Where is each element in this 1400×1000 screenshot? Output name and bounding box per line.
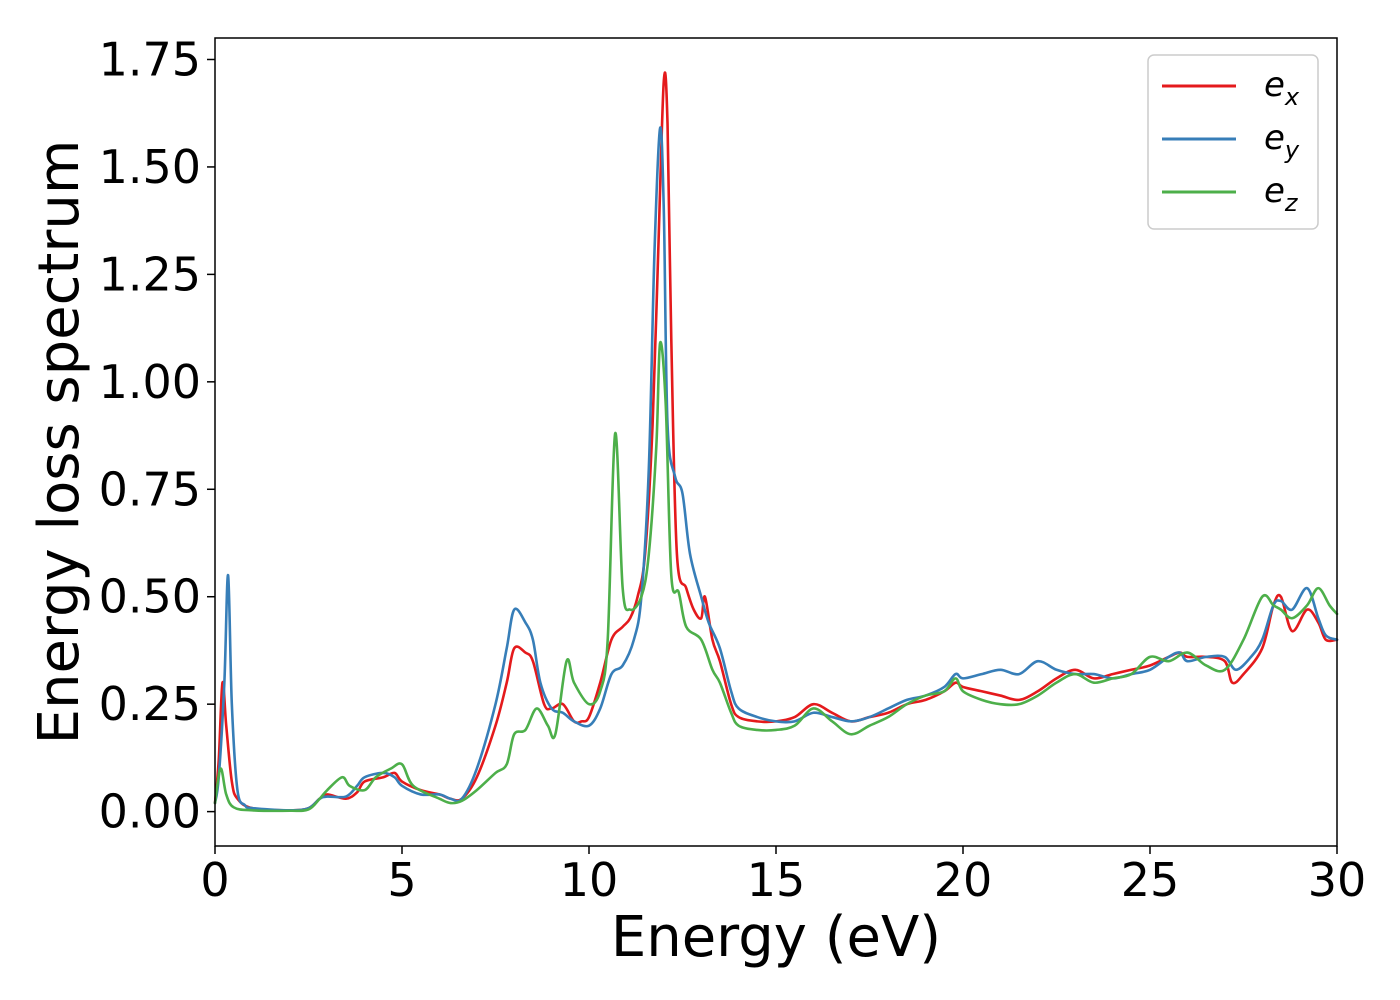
y-tick-label: 0.00 [99,785,201,839]
y-tick-label: 0.75 [99,462,201,516]
x-tick-label: 0 [200,853,229,907]
series-layer [213,71,1339,813]
legend-label-y: ey [1264,118,1300,164]
y-tick-label: 1.75 [99,32,201,86]
y-tick-label: 0.50 [99,570,201,624]
x-tick-label: 20 [934,853,993,907]
x-tick-label: 10 [560,853,619,907]
y-tick-label: 0.25 [99,677,201,731]
x-tick-label: 15 [747,853,806,907]
legend-box [1147,54,1319,230]
series-line-z [213,340,1339,813]
y-tick-label: 1.25 [99,247,201,301]
series-line-y [213,126,1339,812]
x-tick-label: 25 [1121,853,1180,907]
x-tick-label: 5 [387,853,416,907]
x-tick-label: 30 [1308,853,1367,907]
y-tick-label: 1.00 [99,355,201,409]
y-axis-ticks: 0.00 0.25 0.50 0.75 1.00 1.25 1.50 1.75 [99,32,215,839]
x-axis-ticks: 0 5 10 15 20 25 30 [200,846,1366,907]
y-axis-label: Energy loss spectrum [27,140,92,745]
x-axis-label: Energy (eV) [611,905,941,970]
y-tick-label: 1.50 [99,140,201,194]
